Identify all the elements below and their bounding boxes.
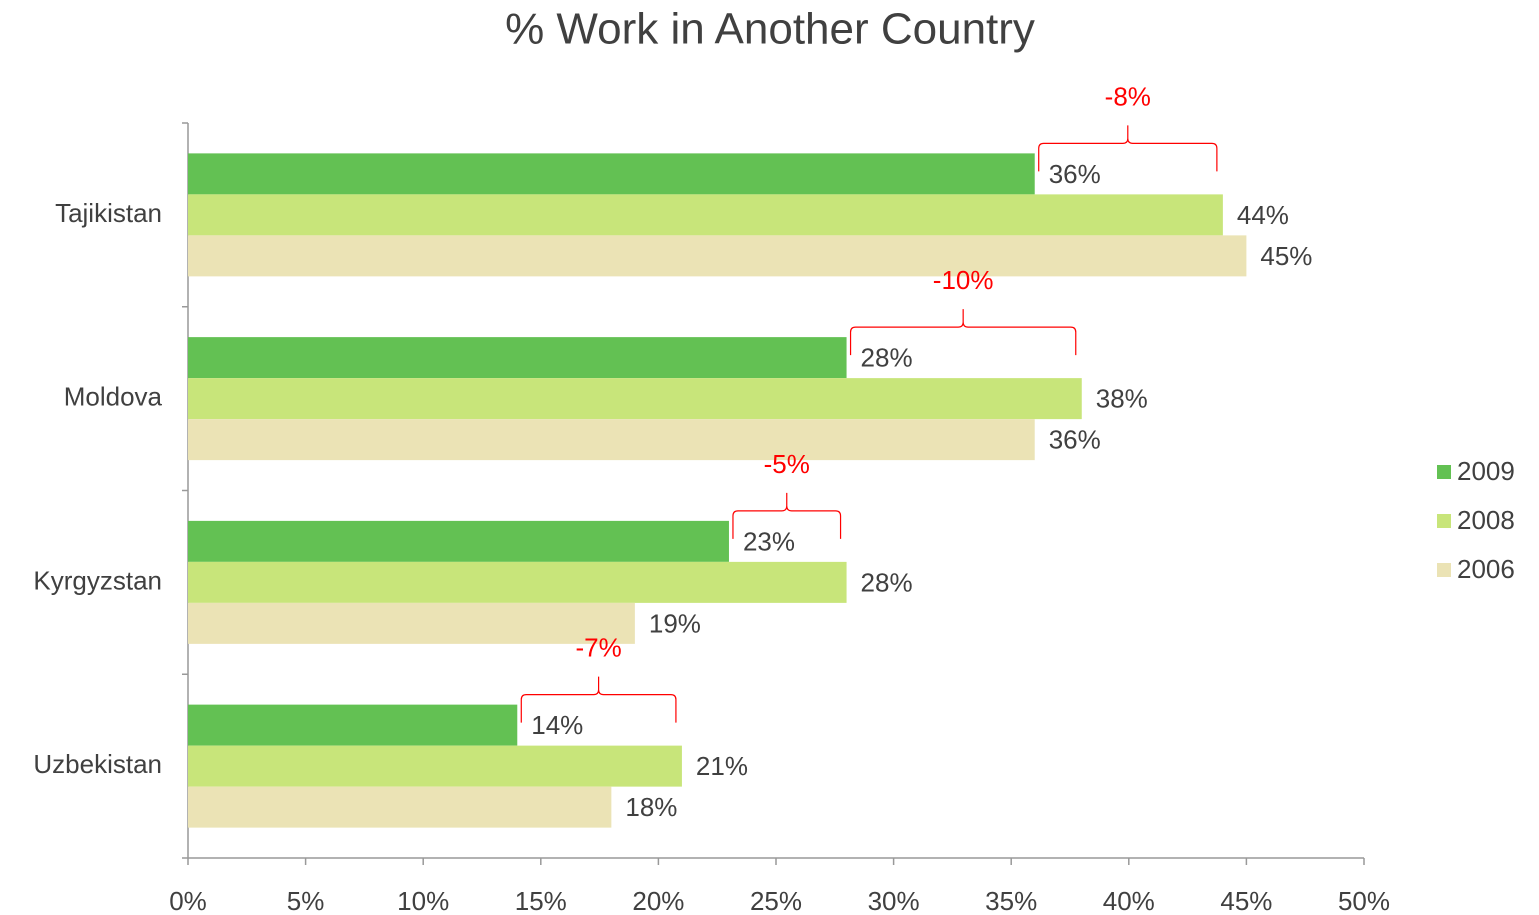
x-tick-label: 10% [397, 886, 449, 915]
x-tick-label: 40% [1103, 886, 1155, 915]
legend-label: 2006 [1457, 554, 1515, 584]
legend-swatch [1437, 563, 1451, 577]
annotation: -8% [1105, 81, 1151, 111]
x-tick-label: 30% [868, 886, 920, 915]
difference-bracket [520, 676, 677, 723]
x-tick-label: 45% [1220, 886, 1272, 915]
bar [188, 378, 1082, 420]
y-tick-label: Moldova [64, 382, 163, 412]
difference-bracket [849, 309, 1077, 356]
x-tick-label: 15% [515, 886, 567, 915]
x-tick-label: 20% [632, 886, 684, 915]
annotation: -7% [575, 633, 621, 663]
bar [188, 602, 635, 644]
legend-label: 2008 [1457, 505, 1515, 535]
annotation: -10% [933, 265, 994, 295]
value-label: 38% [1096, 384, 1148, 414]
bar [188, 337, 847, 379]
bar [188, 235, 1247, 277]
x-tick-label: 50% [1338, 886, 1390, 915]
bar [188, 561, 847, 603]
chart-title: % Work in Another Country [505, 5, 1035, 54]
x-tick-label: 35% [985, 886, 1037, 915]
x-tick-label: 25% [750, 886, 802, 915]
legend-swatch [1437, 465, 1451, 479]
legend-label: 2009 [1457, 456, 1515, 486]
value-label: 36% [1049, 159, 1101, 189]
value-label: 18% [625, 792, 677, 822]
value-label: 21% [696, 751, 748, 781]
value-label: 14% [531, 710, 583, 740]
value-label: 23% [743, 526, 795, 556]
value-label: 28% [861, 343, 913, 373]
value-label: 45% [1260, 241, 1312, 271]
annotation: -5% [764, 449, 810, 479]
value-label: 28% [861, 567, 913, 597]
bar [188, 786, 612, 828]
value-label: 36% [1049, 425, 1101, 455]
difference-bracket [732, 492, 842, 539]
x-tick-label: 5% [287, 886, 325, 915]
value-label: 19% [649, 608, 701, 638]
bar [188, 745, 682, 787]
bar [188, 704, 518, 746]
bar [188, 520, 729, 562]
value-label: 44% [1237, 200, 1289, 230]
x-tick-label: 0% [169, 886, 207, 915]
y-tick-label: Tajikistan [55, 198, 162, 228]
bar [188, 419, 1035, 461]
y-tick-label: Uzbekistan [33, 749, 162, 779]
legend-swatch [1437, 514, 1451, 528]
difference-bracket [1038, 125, 1218, 172]
bar [188, 153, 1035, 195]
bar [188, 194, 1223, 236]
y-tick-label: Kyrgyzstan [33, 565, 162, 595]
